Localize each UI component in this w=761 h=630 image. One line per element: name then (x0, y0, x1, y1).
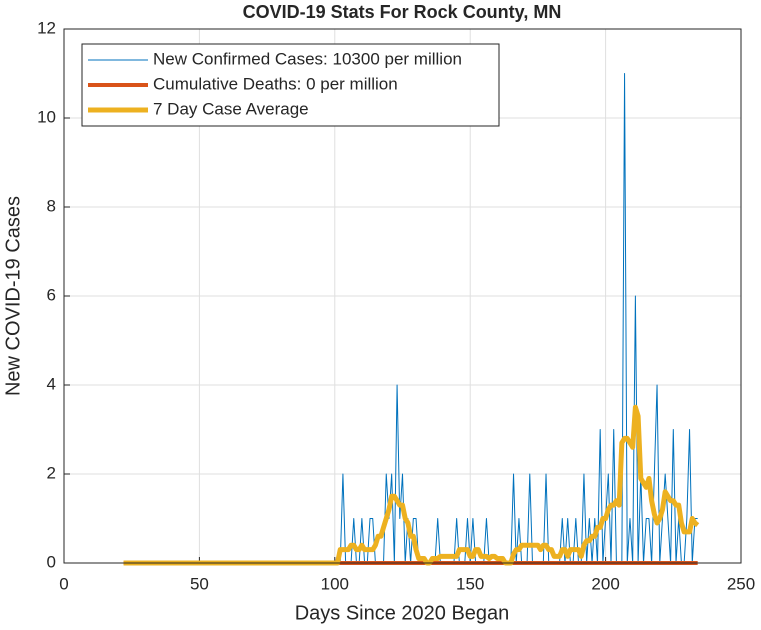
y-tick-label: 0 (47, 552, 56, 571)
x-tick-label: 250 (727, 574, 755, 593)
x-tick-label: 0 (59, 574, 68, 593)
chart-title: COVID-19 Stats For Rock County, MN (243, 2, 562, 22)
y-axis-label: New COVID-19 Cases (2, 196, 24, 396)
x-tick-label: 200 (591, 574, 619, 593)
y-tick-label: 8 (47, 196, 56, 215)
x-axis-label: Days Since 2020 Began (295, 602, 510, 624)
legend-label: Cumulative Deaths: 0 per million (153, 74, 398, 93)
legend: New Confirmed Cases: 10300 per million Cu… (81, 43, 500, 127)
x-tick-label: 150 (456, 574, 484, 593)
legend-box (81, 43, 500, 127)
legend-label: 7 Day Case Average (153, 99, 309, 118)
y-tick-label: 10 (37, 107, 56, 126)
axes-box (63, 28, 742, 564)
y-tick-label: 12 (37, 18, 56, 37)
x-tick-label: 50 (190, 574, 209, 593)
legend-label: New Confirmed Cases: 10300 per million (153, 49, 462, 68)
y-tick-label: 6 (47, 285, 56, 304)
y-tick-label: 4 (47, 374, 56, 393)
y-tick-label: 2 (47, 463, 56, 482)
x-tick-label: 100 (321, 574, 349, 593)
